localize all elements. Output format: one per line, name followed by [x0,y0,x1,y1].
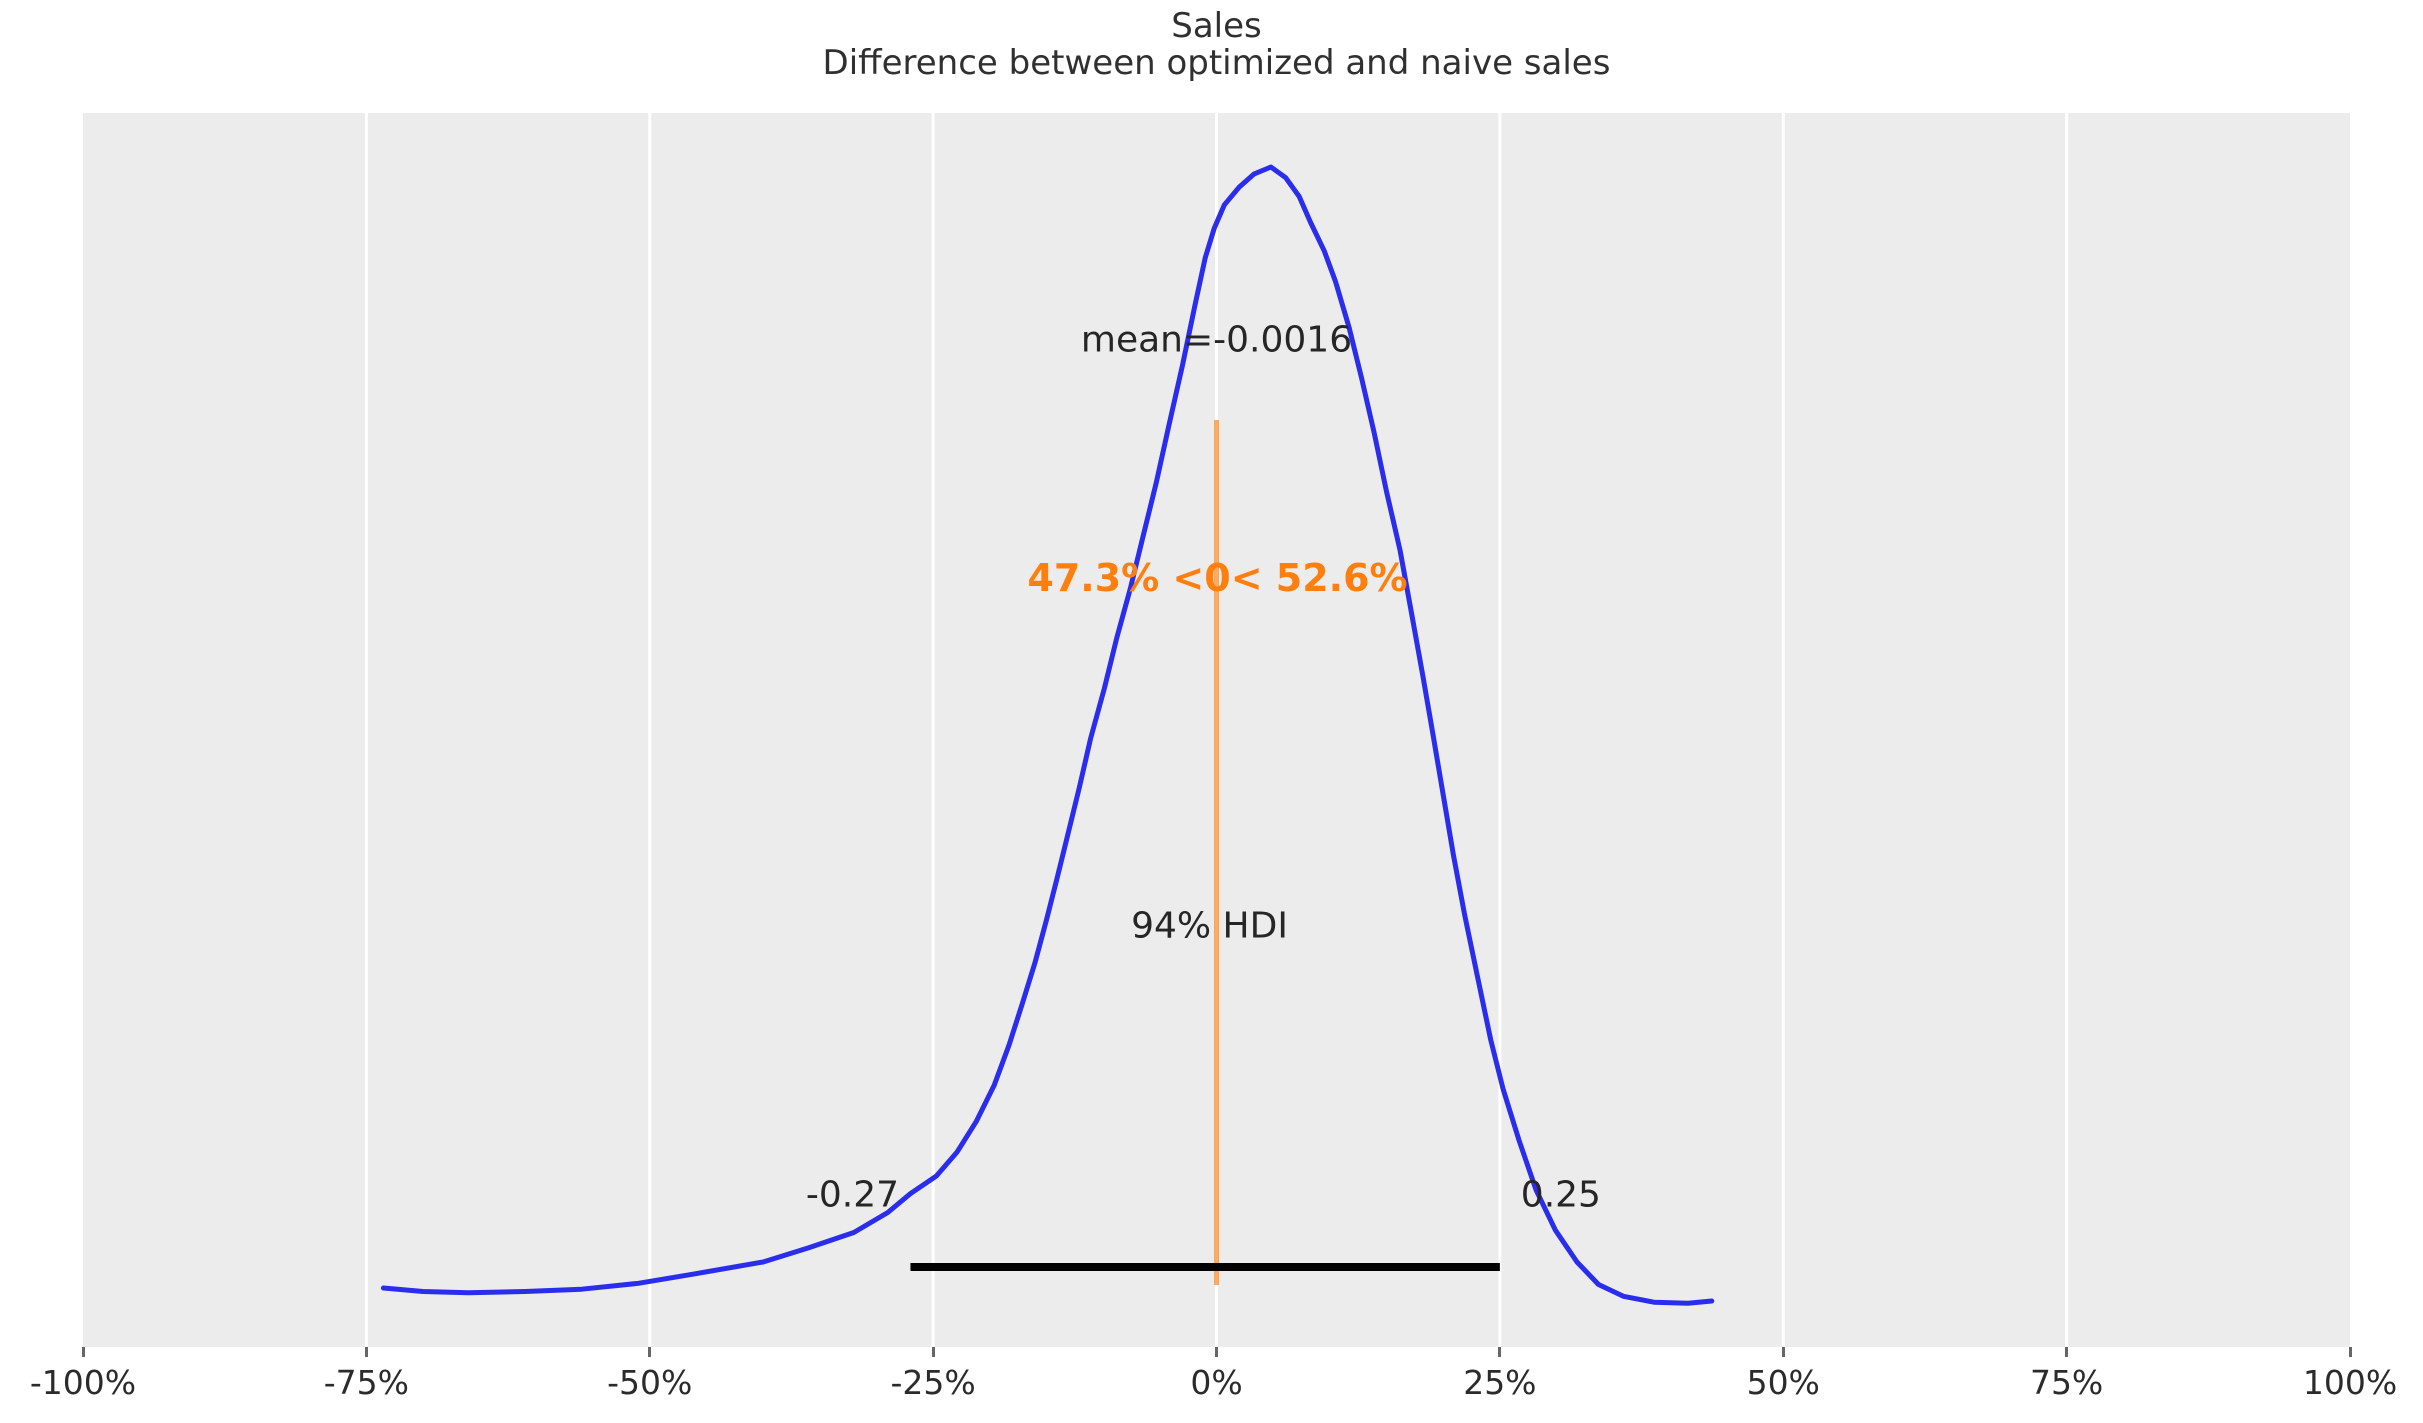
kde-density-curve [380,164,1715,1306]
chart-title: Sales [1171,6,1262,46]
x-tick-mark [1781,1347,1785,1357]
plot-area: mean=-0.0016 47.3% <0< 52.6% 94% HDI -0.… [83,113,2350,1347]
x-tick-mark [2348,1347,2352,1357]
x-tick-mark [364,1347,368,1357]
hdi-title-label: 94% HDI [1131,905,1288,947]
x-axis: -100% -75% -50% -25% 0% 25% 50% 75% 100% [30,1347,2397,1423]
x-tick-label: 25% [1463,1363,1537,1402]
x-tick-label: -50% [607,1363,693,1402]
x-tick-label: -100% [29,1363,137,1402]
x-tick-mark [2065,1347,2069,1357]
hdi-upper-bound-label: 0.25 [1520,1174,1601,1216]
x-tick-label: 100% [2302,1363,2398,1402]
x-tick-label: 0% [1190,1363,1243,1402]
x-tick-mark [648,1347,652,1357]
x-tick-mark [931,1347,935,1357]
chart-title-block: Sales Difference between optimized and n… [83,8,2350,82]
ref-probability-label: 47.3% <0< 52.6% [1027,556,1408,600]
x-tick-mark [1498,1347,1502,1357]
x-tick-label: -25% [890,1363,976,1402]
kde-plot-canvas [364,113,2069,1347]
x-tick-label: 50% [1746,1363,1820,1402]
mean-value-label: mean=-0.0016 [1080,319,1353,361]
x-tick-label: -75% [323,1363,410,1402]
chart-subtitle: Difference between optimized and naive s… [822,43,1611,83]
x-tick-label: 75% [2029,1363,2104,1402]
x-tick-mark [1215,1347,1218,1357]
vertical-gridlines [364,113,2069,1347]
hdi-lower-bound-label: -0.27 [805,1174,900,1216]
x-tick-mark [81,1347,85,1357]
